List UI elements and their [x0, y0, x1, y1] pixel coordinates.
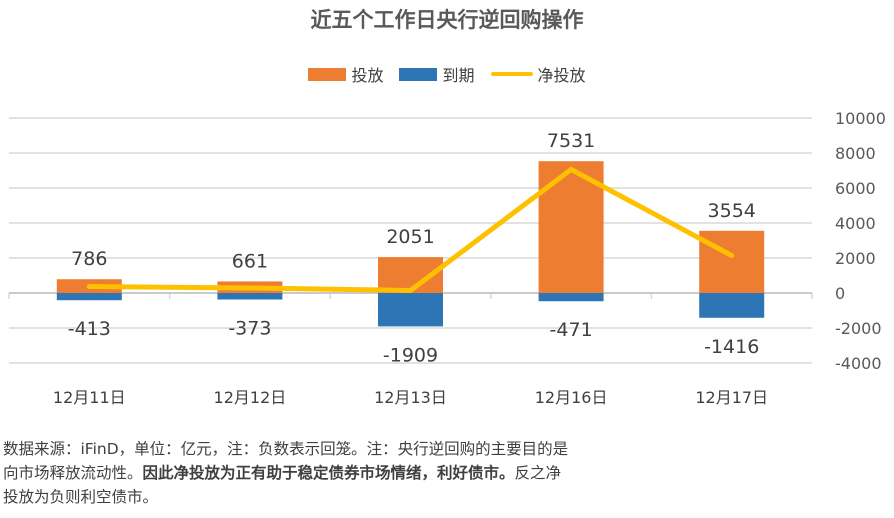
- legend-item-maturity: 到期: [399, 62, 475, 86]
- bar-maturity: [56, 293, 122, 301]
- data-label-maturity: -373: [228, 318, 271, 340]
- legend-item-net: 净投放: [490, 62, 586, 86]
- legend-label-issuance: 投放: [351, 66, 384, 85]
- data-label-issuance: 2051: [386, 226, 434, 248]
- bar-maturity: [538, 293, 604, 302]
- data-label-issuance: 3554: [708, 200, 756, 222]
- chart-plot-area: 10000 8000 6000 4000 2000 0 -2000 -4000 786 -413…: [8, 109, 886, 407]
- x-axis-labels: 12月11日 12月12日 12月13日 12月16日 12月17日: [53, 388, 768, 407]
- y-axis-ticks: 10000 8000 6000 4000 2000 0 -2000 -4000: [835, 109, 886, 373]
- footnote-line-1: 数据来源：iFinD，单位：亿元，注：负数表示回笼。注：央行逆回购的主要目的是: [3, 440, 569, 458]
- footnote: 数据来源：iFinD，单位：亿元，注：负数表示回笼。注：央行逆回购的主要目的是 …: [3, 437, 743, 509]
- x-tick-label: 12月13日: [374, 388, 447, 407]
- footnote-line-3: 投放为负则利空债市。: [3, 488, 159, 506]
- data-label-issuance: 7531: [547, 130, 595, 152]
- legend-label-maturity: 到期: [442, 66, 475, 85]
- y-tick-label: 8000: [835, 144, 876, 163]
- x-tick-label: 12月17日: [695, 388, 768, 407]
- data-label-maturity: -1909: [383, 344, 438, 366]
- y-tick-label: 4000: [835, 214, 876, 233]
- data-label-issuance: 786: [71, 248, 107, 270]
- chart-title: 近五个工作日央行逆回购操作: [310, 8, 584, 32]
- x-tick-label: 12月16日: [535, 388, 608, 407]
- net-line-series: [86, 166, 735, 294]
- footnote-line-2: 向市场释放流动性。因此净投放为正有助于稳定债券市场情绪，利好债市。反之净: [3, 464, 562, 482]
- x-tick-label: 12月12日: [214, 388, 287, 407]
- legend-item-issuance: 投放: [308, 62, 383, 86]
- y-tick-label: 6000: [835, 179, 876, 198]
- y-tick-label: 10000: [835, 109, 886, 128]
- data-label-maturity: -1416: [704, 336, 759, 358]
- y-tick-label: -2000: [835, 319, 882, 338]
- legend-label-net: 净投放: [537, 66, 586, 85]
- data-labels: 786 -413 661 -373 2051 -1909 7531 -471 3554 -1416: [68, 130, 760, 366]
- legend-swatch-issuance-icon: [308, 67, 347, 81]
- data-label-issuance: 661: [232, 250, 268, 272]
- y-tick-label: 2000: [835, 249, 876, 268]
- net-issuance-line: [86, 166, 735, 294]
- y-tick-label: 0: [835, 284, 845, 303]
- bar-issuance: [699, 230, 765, 293]
- x-tick-label: 12月11日: [53, 388, 126, 407]
- bar-maturity: [217, 293, 283, 300]
- bar-maturity: [699, 293, 765, 318]
- y-tick-label: -4000: [835, 354, 882, 373]
- data-label-maturity: -471: [550, 319, 593, 341]
- data-label-maturity: -413: [68, 318, 111, 340]
- footnote-emphasis: 因此净投放为正有助于稳定债券市场情绪，利好债市。: [142, 464, 515, 482]
- bar-maturity: [378, 293, 443, 327]
- chart-legend: 投放 到期 净投放: [0, 62, 894, 86]
- legend-swatch-net-icon: [490, 72, 533, 76]
- legend-swatch-maturity-icon: [399, 67, 438, 81]
